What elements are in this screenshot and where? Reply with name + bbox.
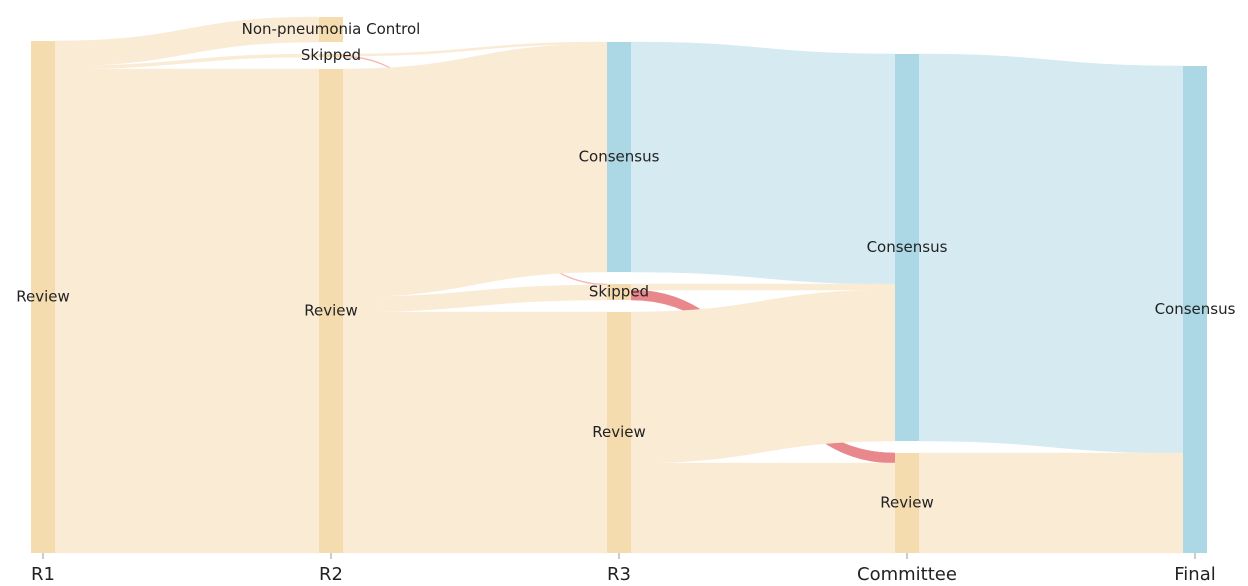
node-bar (607, 312, 631, 553)
node-bar (319, 54, 343, 57)
node-bar (31, 41, 55, 553)
stage-label: Committee (857, 564, 957, 585)
stage-label: R2 (319, 564, 343, 585)
flow-link (918, 53, 1184, 454)
node-bar (319, 69, 343, 553)
stage-label: R1 (31, 564, 55, 585)
node-label: Consensus (867, 238, 948, 256)
node-bar (895, 453, 919, 553)
node-label: Review (16, 288, 70, 306)
node-label: Review (880, 494, 934, 512)
flow-link (342, 311, 608, 554)
stage-label: R3 (607, 564, 631, 585)
node-bar (895, 54, 919, 441)
flow-link (630, 283, 896, 291)
node-label: Consensus (579, 148, 660, 166)
node-bar (607, 284, 631, 300)
node-label: Review (592, 423, 646, 441)
flow-link (54, 68, 320, 554)
stage-label: Final (1174, 564, 1215, 585)
flow-link (918, 452, 1184, 554)
node-label: Skipped (301, 46, 361, 64)
node-label: Consensus (1155, 300, 1236, 318)
flow-link (630, 462, 896, 554)
node-bar (1183, 66, 1207, 553)
flow-link (342, 43, 608, 298)
node-label: Review (304, 302, 358, 320)
node-bar (607, 42, 631, 272)
flow-link (630, 41, 896, 285)
node-label: Non-pneumonia Control (242, 20, 421, 38)
node-bar (319, 17, 343, 42)
flow-link (630, 289, 896, 464)
node-label: Skipped (589, 283, 649, 301)
